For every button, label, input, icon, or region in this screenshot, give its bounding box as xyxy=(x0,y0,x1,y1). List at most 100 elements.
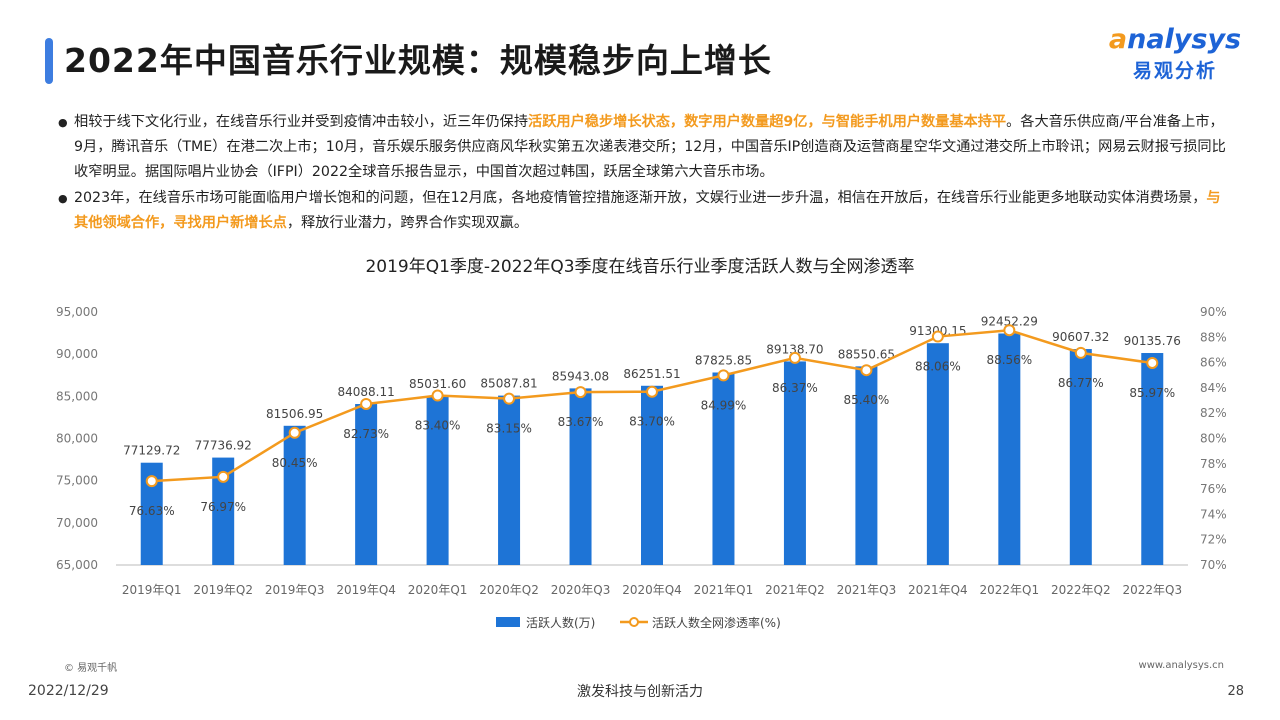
line-point xyxy=(646,385,658,398)
y-left-tick-label: 75,000 xyxy=(56,474,98,488)
line-point xyxy=(360,397,373,410)
line-point xyxy=(860,364,873,377)
line-point xyxy=(931,330,944,343)
analysys-logo: analysys 易观分析 xyxy=(1100,26,1250,83)
bar-active-users xyxy=(140,462,163,565)
highlight-text: 与其他领域合作，寻找用户新增长点 xyxy=(74,190,1221,231)
bar-value-label: 81506.95 xyxy=(266,407,323,421)
source-note: © 易观千帆 xyxy=(64,663,118,674)
x-tick-label: 2019年Q4 xyxy=(336,583,396,597)
title-accent-bar xyxy=(45,38,53,84)
x-tick-label: 2019年Q2 xyxy=(193,583,253,597)
line-value-label: 83.40% xyxy=(415,418,461,432)
line-point xyxy=(431,389,444,402)
line-value-label: 83.67% xyxy=(558,415,604,429)
line-point xyxy=(1146,356,1159,369)
line-point xyxy=(1074,346,1087,359)
bar-value-label: 84088.11 xyxy=(338,385,395,399)
bar-value-label: 85031.60 xyxy=(409,377,466,391)
bar-active-users xyxy=(712,372,735,565)
legend-line-label: 活跃人数全网渗透率(%) xyxy=(652,615,781,630)
line-point xyxy=(574,386,587,399)
x-tick-label: 2021年Q2 xyxy=(765,583,825,597)
y-right-tick-label: 80% xyxy=(1200,432,1227,446)
summary-bullets: 相较于线下文化行业，在线音乐行业并受到疫情冲击较小，近三年仍保持活跃用户稳步增长… xyxy=(58,110,1228,237)
report-date: 2022/12/29 xyxy=(28,683,109,699)
line-value-label: 85.40% xyxy=(844,393,890,407)
x-tick-label: 2020年Q4 xyxy=(622,583,682,597)
x-tick-label: 2021年Q4 xyxy=(908,583,968,597)
bar-value-label: 90135.76 xyxy=(1124,334,1181,348)
bar-value-label: 85087.81 xyxy=(480,377,537,391)
line-point xyxy=(145,475,158,488)
bar-active-users xyxy=(926,343,949,565)
bar-active-users xyxy=(355,404,378,565)
x-tick-label: 2019年Q1 xyxy=(122,583,182,597)
bar-value-label: 77129.72 xyxy=(123,444,180,458)
bullet-item-1: 相较于线下文化行业，在线音乐行业并受到疫情冲击较小，近三年仍保持活跃用户稳步增长… xyxy=(58,110,1228,185)
x-tick-label: 2020年Q1 xyxy=(408,583,468,597)
y-left-tick-label: 90,000 xyxy=(56,347,98,361)
x-tick-label: 2022年Q1 xyxy=(980,583,1040,597)
bar-value-label: 88550.65 xyxy=(838,347,895,361)
bar-active-users xyxy=(1069,349,1092,565)
line-point xyxy=(288,426,301,439)
bullet-item-2: 2023年，在线音乐市场可能面临用户增长饱和的问题，但在12月底，各地疫情管控措… xyxy=(58,186,1228,236)
line-value-label: 76.97% xyxy=(200,500,246,514)
y-right-tick-label: 90% xyxy=(1200,305,1227,319)
page-title: 2022年中国音乐行业规模：规模稳步向上增长 xyxy=(64,41,772,80)
line-point xyxy=(717,369,730,382)
bar-value-label: 86251.51 xyxy=(623,367,680,381)
bar-active-users xyxy=(855,366,878,565)
bar-value-label: 85943.08 xyxy=(552,369,609,383)
y-right-tick-label: 70% xyxy=(1200,558,1227,572)
x-tick-label: 2020年Q3 xyxy=(551,583,611,597)
highlight-text: 活跃用户稳步增长状态，数字用户数量超9亿，与智能手机用户数量基本持平 xyxy=(528,114,1007,130)
legend-bar-swatch xyxy=(496,617,520,627)
y-right-tick-label: 82% xyxy=(1200,406,1227,420)
line-value-label: 82.73% xyxy=(343,427,389,441)
logo-wordmark: analysys xyxy=(1108,24,1242,55)
line-value-label: 80.45% xyxy=(272,456,318,470)
y-left-tick-label: 70,000 xyxy=(56,516,98,530)
line-point xyxy=(788,351,801,364)
y-left-tick-label: 95,000 xyxy=(56,305,98,319)
bar-active-users xyxy=(212,457,235,565)
legend-bar-label: 活跃人数(万) xyxy=(526,615,595,630)
bar-active-users xyxy=(498,395,521,565)
y-left-tick-label: 80,000 xyxy=(56,432,98,446)
line-value-label: 76.63% xyxy=(129,504,175,518)
line-value-label: 88.06% xyxy=(915,360,961,374)
y-right-tick-label: 88% xyxy=(1200,330,1227,344)
bar-value-label: 89138.70 xyxy=(766,342,823,356)
bar-active-users xyxy=(998,333,1021,565)
line-value-label: 83.70% xyxy=(629,415,675,429)
legend-line-marker xyxy=(629,617,639,627)
x-tick-label: 2019年Q3 xyxy=(265,583,325,597)
bar-value-label: 87825.85 xyxy=(695,354,752,368)
line-value-label: 83.15% xyxy=(486,422,532,436)
bar-value-label: 92452.29 xyxy=(981,314,1038,328)
y-right-tick-label: 72% xyxy=(1200,533,1227,547)
line-value-label: 85.97% xyxy=(1129,386,1175,400)
source-url: www.analysys.cn xyxy=(1138,660,1224,671)
chart-title: 2019年Q1季度-2022年Q3季度在线音乐行业季度活跃人数与全网渗透率 xyxy=(365,257,915,277)
bar-active-users xyxy=(641,385,663,565)
logo-chinese: 易观分析 xyxy=(1132,60,1217,82)
x-tick-label: 2021年Q3 xyxy=(837,583,897,597)
y-left-tick-label: 65,000 xyxy=(56,558,98,572)
y-right-tick-label: 86% xyxy=(1200,356,1227,370)
bar-active-users xyxy=(783,361,806,565)
bar-active-users xyxy=(426,396,449,565)
bar-value-label: 77736.92 xyxy=(195,439,252,453)
line-point xyxy=(503,392,516,405)
bar-active-users xyxy=(283,425,306,565)
line-value-label: 86.77% xyxy=(1058,376,1104,390)
y-right-tick-label: 78% xyxy=(1200,457,1227,471)
line-value-label: 84.99% xyxy=(701,398,747,412)
bar-value-label: 90607.32 xyxy=(1052,330,1109,344)
x-tick-label: 2022年Q3 xyxy=(1122,583,1182,597)
line-point xyxy=(1003,324,1016,337)
y-right-tick-label: 76% xyxy=(1200,482,1227,496)
